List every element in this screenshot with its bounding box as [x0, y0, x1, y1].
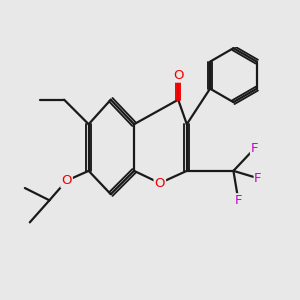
Text: O: O — [154, 177, 165, 190]
Text: F: F — [250, 142, 258, 155]
Text: O: O — [61, 174, 72, 187]
Text: F: F — [254, 172, 262, 185]
Text: O: O — [173, 69, 184, 82]
Text: F: F — [235, 194, 242, 207]
